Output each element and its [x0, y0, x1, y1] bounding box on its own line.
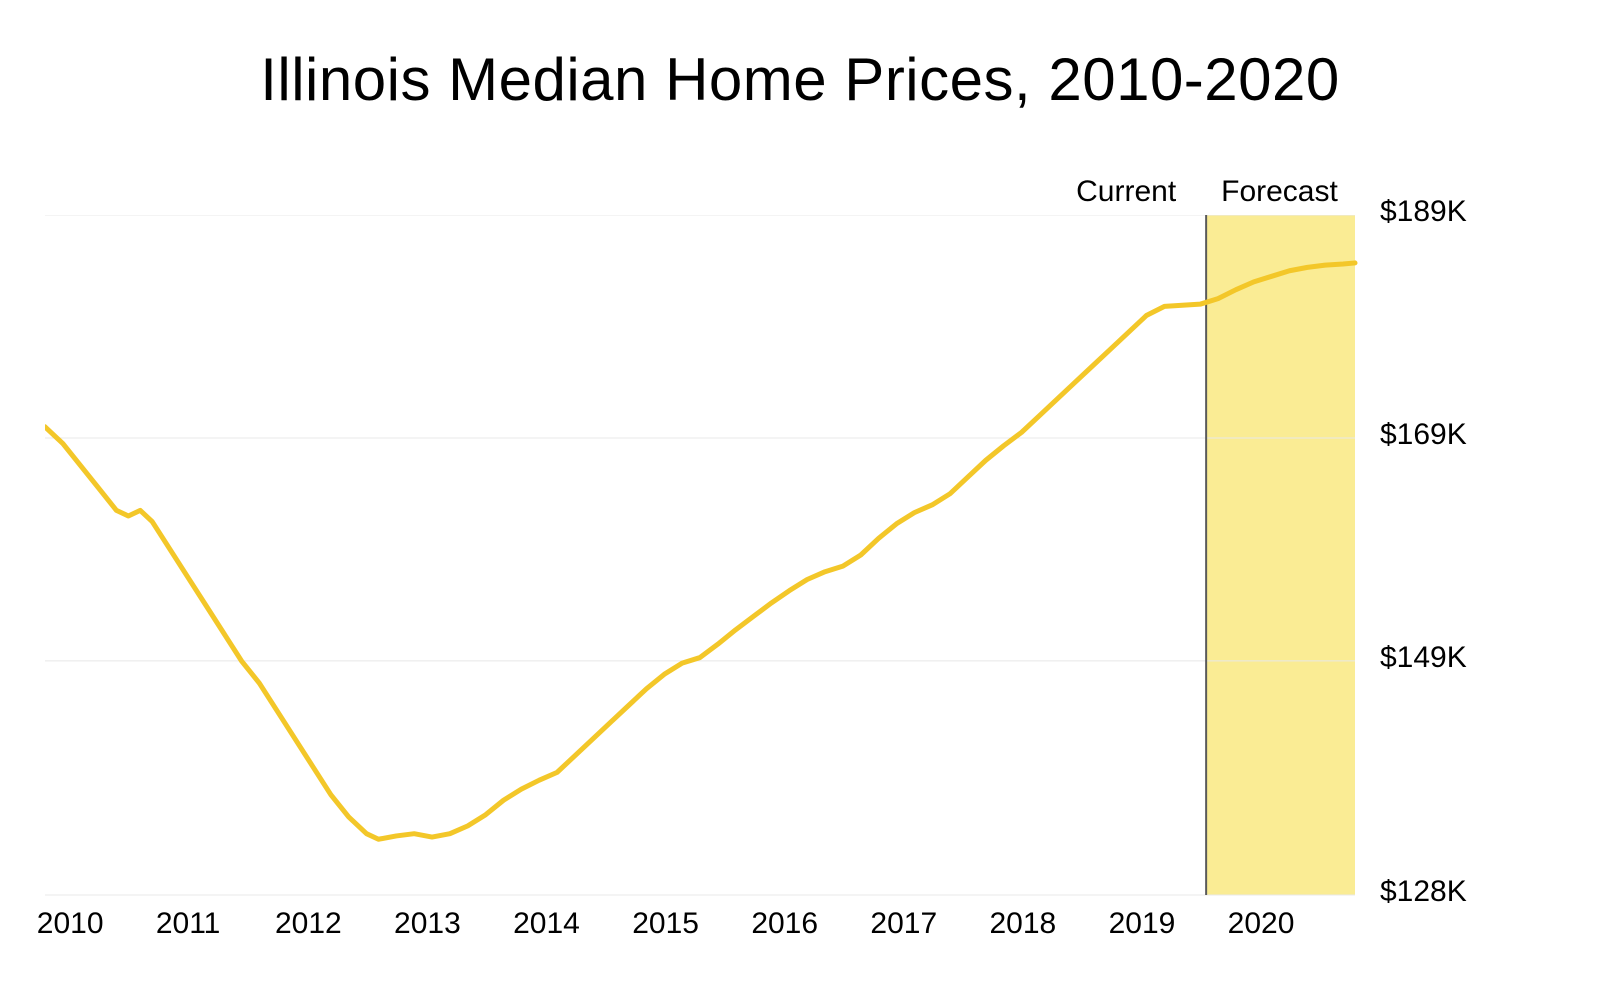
x-axis-label: 2020: [1228, 907, 1295, 941]
y-axis-label: $189K: [1380, 195, 1467, 229]
current-label: Current: [1076, 175, 1176, 209]
x-axis-label: 2019: [1109, 907, 1176, 941]
y-axis-label: $169K: [1380, 418, 1467, 452]
y-axis-label: $128K: [1380, 875, 1467, 909]
chart-title: Illinois Median Home Prices, 2010-2020: [0, 45, 1600, 114]
forecast-band: [1206, 215, 1355, 895]
y-axis-label: $149K: [1380, 641, 1467, 675]
chart-area: $128K$149K$169K$189K20102011201220132014…: [45, 215, 1515, 915]
x-axis-label: 2013: [394, 907, 461, 941]
x-axis-label: 2011: [156, 907, 221, 941]
x-axis-label: 2017: [870, 907, 937, 941]
forecast-label: Forecast: [1221, 175, 1338, 209]
x-axis-label: 2010: [37, 907, 104, 941]
line-chart-svg: [45, 215, 1515, 915]
x-axis-label: 2014: [513, 907, 580, 941]
x-axis-label: 2016: [751, 907, 818, 941]
x-axis-label: 2015: [632, 907, 699, 941]
x-axis-label: 2018: [990, 907, 1057, 941]
x-axis-label: 2012: [275, 907, 342, 941]
price-line: [45, 263, 1355, 839]
